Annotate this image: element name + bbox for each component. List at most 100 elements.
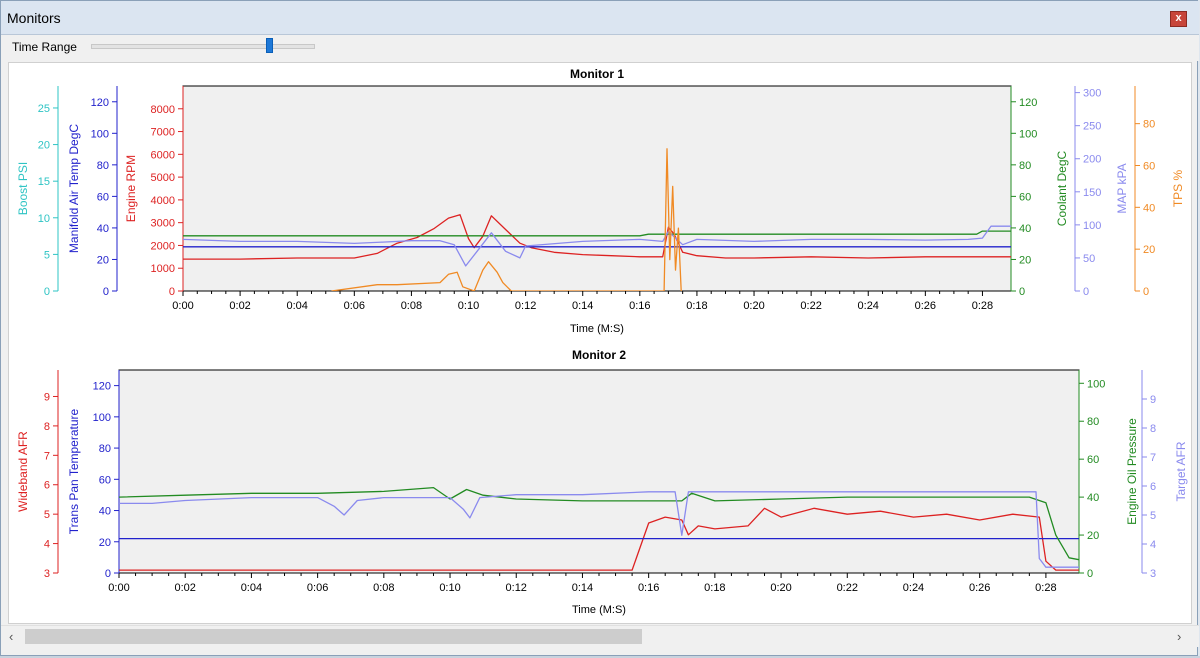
scroll-left-arrow-icon[interactable]: ‹ [9,629,14,644]
x-tick-label: 0:28 [1035,582,1056,594]
chart-title: Monitor 1 [570,67,624,81]
time-range-slider[interactable] [91,44,315,49]
coolant-degc-tick-label: 40 [1019,223,1031,235]
engine-rpm-tick-label: 4000 [151,195,175,207]
engine-rpm-tick-label: 0 [169,286,175,298]
target-afr-tick-label: 7 [1150,452,1156,464]
time-range-slider-thumb[interactable] [266,38,274,53]
boost-psi-axis-label: Boost PSI [16,162,30,215]
charts-panel: Monitor 1 0:00 0:02 0:04 0:06 0:08 0:10 0:12 0:1… [8,62,1192,624]
tps-axis-label: TPS % [1171,170,1185,208]
manifold-air-temp-degc-tick-label: 80 [97,160,109,172]
coolant-degc-tick-label: 80 [1019,160,1031,172]
wideband-afr-tick-label: 8 [44,421,50,433]
horizontal-scrollbar[interactable]: ‹ › [1,625,1199,647]
wideband-afr-tick-label: 4 [44,539,50,551]
engine-rpm-tick-label: 2000 [151,240,175,252]
engine-rpm-tick-label: 5000 [151,172,175,184]
target-afr-line [119,491,1079,568]
manifold-air-temp-degc-tick-label: 120 [91,97,109,109]
x-tick-label: 0:22 [800,300,821,312]
engine-oil-pressure-tick-label: 0 [1087,568,1093,580]
x-tick-label: 0:22 [837,582,858,594]
engine-oil-pressure-tick-label: 40 [1087,492,1099,504]
x-tick-label: 0:20 [770,582,791,594]
x-tick-label: 0:02 [229,300,250,312]
boost-psi-tick-label: 20 [38,140,50,152]
trans-pan-temperature-tick-label: 100 [93,412,111,424]
scrollbar-thumb[interactable] [25,629,642,644]
coolant-degc-tick-label: 20 [1019,254,1031,266]
map-kpa-axis-label: MAP kPA [1115,163,1129,213]
coolant-degc-tick-label: 120 [1019,97,1037,109]
x-tick-label: 0:08 [373,582,394,594]
x-tick-label: 0:20 [743,300,764,312]
tps-tick-label: 20 [1143,244,1155,256]
target-afr-tick-label: 4 [1150,539,1156,551]
wideband-afr-tick-label: 5 [44,509,50,521]
x-tick-label: 0:18 [686,300,707,312]
engine-oil-pressure-tick-label: 100 [1087,378,1105,390]
x-tick-label: 0:26 [969,582,990,594]
x-tick-label: 0:04 [286,300,307,312]
coolant-degc-tick-label: 0 [1019,286,1025,298]
tps-tick-label: 0 [1143,286,1149,298]
engine-rpm-tick-label: 1000 [151,263,175,275]
wideband-afr-line [119,507,1079,571]
x-tick-label: 0:00 [108,582,129,594]
trans-pan-temperature-tick-label: 20 [99,537,111,549]
close-button[interactable]: x [1170,11,1187,27]
x-tick-label: 0:06 [344,300,365,312]
target-afr-axis-label: Target AFR [1174,441,1188,501]
boost-psi-tick-label: 15 [38,176,50,188]
manifold-air-temp-degc-tick-label: 20 [97,254,109,266]
x-tick-label: 0:24 [858,300,879,312]
engine-rpm-axis-label: Engine RPM [124,155,138,222]
time-range-label: Time Range [12,40,77,54]
engine-oil-pressure-line [119,486,1079,561]
x-tick-label: 0:16 [638,582,659,594]
x-tick-label: 0:00 [172,300,193,312]
x-tick-label: 0:28 [972,300,993,312]
x-tick-label: 0:04 [241,582,262,594]
trans-pan-temperature-tick-label: 40 [99,506,111,518]
boost-psi-tick-label: 0 [44,286,50,298]
tps-tick-label: 40 [1143,202,1155,214]
engine-oil-pressure-tick-label: 60 [1087,454,1099,466]
manifold-air-temp-degc-axis-label: Manifold Air Temp DegC [67,124,81,254]
plot-area [182,85,1012,292]
map-kpa-tick-label: 50 [1083,253,1095,265]
x-tick-label: 0:10 [458,300,479,312]
coolant-degc-axis-label: Coolant DegC [1055,150,1069,226]
title-bar: Monitors x [1,1,1199,35]
series-group [183,148,1011,291]
x-tick-label: 0:26 [915,300,936,312]
wideband-afr-tick-label: 9 [44,391,50,403]
x-tick-label: 0:10 [439,582,460,594]
coolant-degc-tick-label: 60 [1019,191,1031,203]
x-tick-label: 0:02 [174,582,195,594]
boost-psi-tick-label: 5 [44,249,50,261]
trans-pan-temperature-axis-label: Trans Pan Temperature [67,408,81,534]
manifold-air-temp-degc-tick-label: 0 [103,286,109,298]
taskbar-strip [0,656,1200,658]
monitor-1-chart: Monitor 1 0:00 0:02 0:04 0:06 0:08 0:10 0:12 0:1… [16,67,1185,335]
boost-psi-tick-label: 10 [38,213,50,225]
tps-tick-label: 60 [1143,160,1155,172]
x-tick-label: 0:24 [903,582,924,594]
tps-line [331,148,682,291]
engine-rpm-tick-label: 8000 [151,104,175,116]
engine-rpm-tick-label: 3000 [151,218,175,230]
map-kpa-tick-label: 250 [1083,121,1101,133]
x-tick-label: 0:12 [506,582,527,594]
wideband-afr-tick-label: 7 [44,450,50,462]
scroll-right-arrow-icon[interactable]: › [1177,629,1182,644]
wideband-afr-axis-label: Wideband AFR [16,431,30,512]
target-afr-tick-label: 8 [1150,423,1156,435]
window-title: Monitors [7,10,61,26]
manifold-air-temp-degc-tick-label: 100 [91,128,109,140]
map-kpa-tick-label: 150 [1083,187,1101,199]
engine-rpm-tick-label: 7000 [151,127,175,139]
x-tick-label: 0:18 [704,582,725,594]
manifold-air-temp-degc-tick-label: 40 [97,223,109,235]
